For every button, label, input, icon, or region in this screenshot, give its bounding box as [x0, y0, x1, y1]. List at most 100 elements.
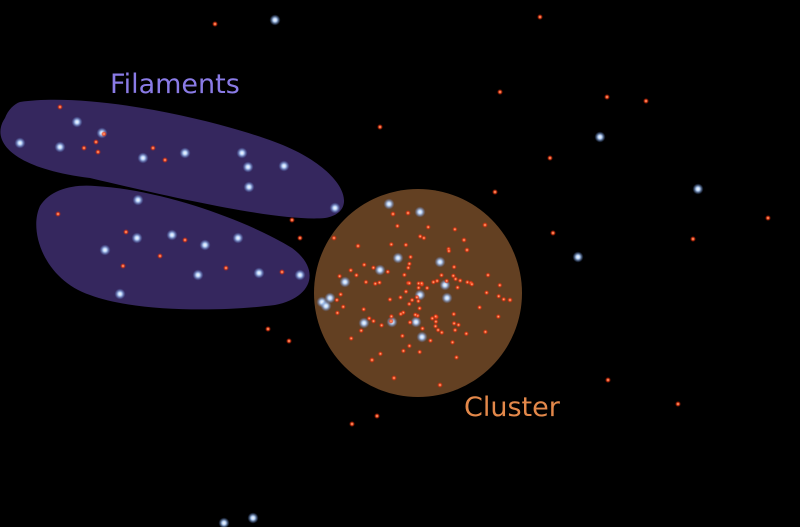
red-star-icon: [500, 296, 507, 303]
red-star-icon: [675, 401, 681, 407]
red-star-icon: [450, 273, 457, 279]
red-star-icon: [123, 229, 129, 235]
blue-star-icon: [416, 331, 428, 343]
red-star-icon: [358, 327, 365, 334]
red-star-icon: [223, 265, 229, 271]
blue-star-icon: [166, 229, 178, 241]
red-star-icon: [286, 338, 292, 344]
blue-star-icon: [131, 232, 143, 244]
red-star-icon: [497, 282, 503, 289]
red-star-icon: [476, 304, 483, 311]
red-star-icon: [378, 322, 385, 329]
red-star-icon: [454, 284, 461, 291]
blue-star-icon: [253, 267, 265, 279]
red-star-icon: [438, 272, 445, 279]
red-star-icon: [464, 247, 470, 253]
red-star-icon: [372, 280, 379, 287]
red-star-icon: [388, 318, 394, 324]
red-star-icon: [81, 145, 87, 151]
red-star-icon: [495, 293, 502, 300]
red-star-icon: [337, 291, 344, 298]
blue-star-icon: [247, 512, 259, 524]
blue-star-icon: [572, 251, 584, 263]
red-star-icon: [765, 215, 771, 221]
red-star-icon: [401, 272, 408, 278]
red-star-icon: [485, 272, 491, 278]
red-star-icon: [349, 421, 355, 427]
red-star-icon: [370, 318, 377, 324]
red-star-icon: [495, 313, 502, 320]
red-star-icon: [439, 329, 445, 336]
red-star-icon: [451, 320, 457, 327]
red-star-icon: [547, 155, 553, 161]
red-star-icon: [366, 315, 373, 322]
blue-star-icon: [192, 269, 204, 281]
blue-star-icon: [54, 141, 66, 153]
red-star-icon: [497, 89, 503, 95]
red-star-icon: [407, 254, 414, 260]
red-star-icon: [388, 313, 395, 320]
red-star-icon: [452, 226, 458, 233]
red-star-icon: [451, 264, 457, 270]
blue-star-icon: [132, 194, 144, 206]
red-star-icon: [405, 210, 411, 216]
blue-star-icon: [232, 232, 244, 244]
red-star-icon: [348, 335, 355, 342]
red-star-icon: [452, 327, 458, 333]
blue-star-icon: [320, 300, 332, 312]
red-star-icon: [376, 279, 383, 286]
red-star-icon: [446, 248, 452, 254]
red-star-icon: [469, 281, 475, 288]
red-star-icon: [394, 223, 401, 229]
red-star-icon: [433, 318, 439, 325]
red-star-icon: [419, 325, 426, 332]
red-star-icon: [405, 265, 412, 271]
red-star-icon: [150, 145, 156, 151]
red-star-icon: [388, 241, 395, 248]
red-star-icon: [385, 269, 391, 275]
filaments-label: Filaments: [110, 69, 240, 100]
red-star-icon: [265, 326, 271, 332]
red-star-icon: [95, 149, 101, 155]
red-star-icon: [443, 278, 450, 284]
red-star-icon: [643, 98, 649, 104]
red-star-icon: [461, 237, 467, 243]
blue-star-icon: [137, 152, 149, 164]
red-star-icon: [455, 322, 462, 328]
red-star-icon: [412, 312, 419, 318]
blue-star-icon: [278, 160, 290, 172]
red-star-icon: [453, 354, 460, 361]
red-star-icon: [430, 279, 437, 285]
red-star-icon: [374, 413, 380, 419]
red-star-icon: [418, 280, 425, 287]
red-star-icon: [390, 211, 396, 217]
red-star-icon: [182, 237, 188, 243]
blue-star-icon: [114, 288, 126, 300]
blue-star-icon: [434, 256, 446, 268]
red-star-icon: [537, 14, 543, 20]
red-star-icon: [403, 242, 409, 248]
red-star-icon: [93, 139, 99, 145]
red-star-icon: [507, 297, 513, 303]
red-star-icon: [57, 104, 63, 110]
red-star-icon: [391, 375, 397, 381]
red-star-icon: [400, 348, 407, 354]
red-star-icon: [377, 351, 384, 357]
blue-star-icon: [358, 317, 370, 329]
red-star-icon: [463, 330, 470, 337]
red-star-icon: [482, 222, 488, 228]
red-star-icon: [414, 294, 420, 301]
red-star-icon: [55, 211, 61, 217]
red-star-icon: [397, 294, 404, 301]
red-star-icon: [451, 311, 457, 317]
blue-star-icon: [392, 252, 404, 264]
red-star-icon: [361, 262, 368, 268]
cluster-label: Cluster: [464, 392, 561, 423]
red-star-icon: [348, 267, 354, 274]
red-star-icon: [483, 289, 490, 296]
red-star-icon: [355, 243, 361, 249]
red-star-icon: [550, 230, 556, 236]
red-star-icon: [279, 269, 285, 275]
red-star-icon: [387, 296, 393, 303]
